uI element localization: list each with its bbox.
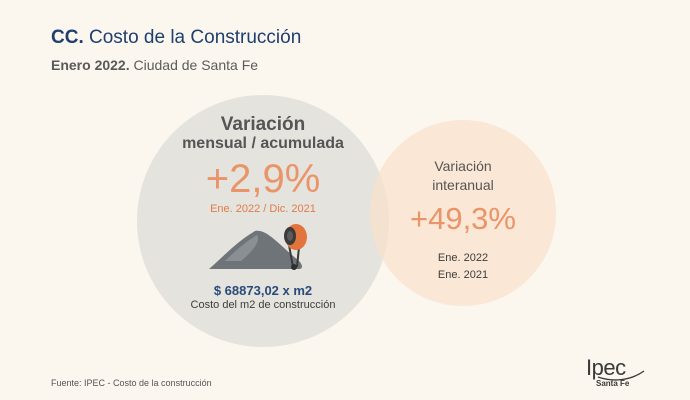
cost-description: Costo del m2 de construcción — [190, 299, 336, 311]
annual-label-line1: Variación — [434, 158, 492, 174]
logo-subtext: Santa Fe — [596, 379, 630, 388]
logo-text: Ipec — [586, 355, 626, 380]
monthly-label-line2: mensual / acumulada — [182, 135, 344, 152]
subtitle-prefix: Enero 2022. — [51, 57, 130, 73]
annual-variation-value: +49,3% — [409, 201, 516, 236]
title-text: Costo de la Construcción — [89, 27, 302, 48]
title-prefix: CC. — [51, 27, 84, 48]
ipec-logo: Ipec Santa Fe — [584, 355, 646, 393]
logo-swoosh-icon — [597, 370, 645, 381]
page-subtitle: Enero 2022. Ciudad de Santa Fe — [51, 57, 258, 73]
monthly-period: Ene. 2022 / Dic. 2021 — [210, 203, 316, 215]
page-title: CC. Costo de la Construcción — [51, 27, 301, 49]
cost-per-m2: $ 68873,02 x m2 — [213, 283, 313, 298]
annual-period-line1: Ene. 2022 — [437, 252, 489, 264]
annual-label-line2: interanual — [432, 177, 494, 193]
subtitle-text: Ciudad de Santa Fe — [133, 57, 259, 73]
monthly-variation-circle — [137, 95, 389, 347]
monthly-variation-value: +2,9% — [205, 157, 321, 201]
cement-mixer-icon — [209, 224, 307, 270]
source-note: Fuente: IPEC - Costo de la construcción — [51, 378, 212, 388]
annual-period-line2: Ene. 2021 — [437, 269, 489, 281]
monthly-label-line1: Variación — [220, 114, 306, 135]
annual-variation-circle — [370, 120, 556, 306]
